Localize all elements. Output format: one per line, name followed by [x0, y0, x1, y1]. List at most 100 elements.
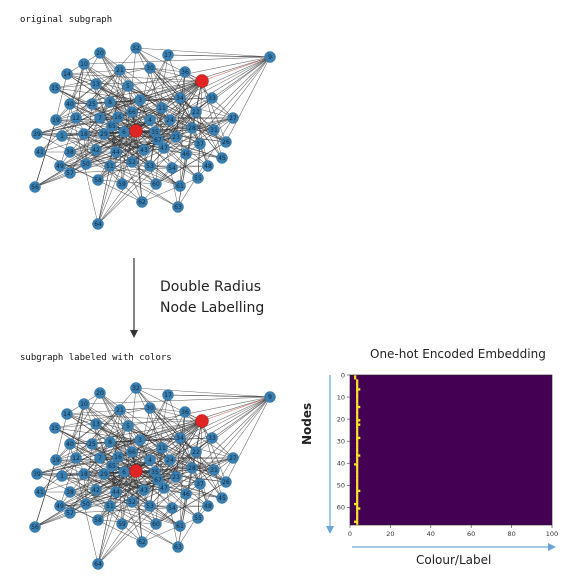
top-graph-edge: [135, 130, 223, 159]
heatmap-cell: [356, 447, 359, 451]
top-graph-node-label: 7: [98, 115, 102, 122]
top-graph-node: [78, 58, 90, 70]
bottom-graph-node: [116, 518, 128, 530]
bottom-graph-node-label: 48: [204, 503, 212, 510]
bottom-graph-edge: [83, 473, 165, 489]
top-graph-node-label: 54: [168, 165, 176, 172]
bottom-graph-node: [202, 500, 214, 512]
bottom-graph-node: [138, 484, 150, 496]
bottom-graph-node-label: 54: [168, 505, 176, 512]
top-graph-node-label: 29: [100, 131, 108, 138]
heatmap-cell: [356, 443, 359, 446]
heatmap-cell: [356, 408, 359, 411]
top-graph-node-label: 63: [174, 204, 182, 211]
top-graph-edge: [75, 117, 181, 187]
bottom-graph-node-label: 8: [108, 439, 112, 446]
bottom-graph-node: [174, 432, 186, 444]
top-graph-node-label: 31: [210, 127, 218, 134]
top-graph-node-label: 1: [60, 133, 64, 140]
heatmap-cell: [356, 383, 359, 387]
top-graph-node: [174, 92, 186, 104]
top-graph-node-label: 58: [94, 177, 102, 184]
bottom-graph-node-label: 6: [122, 469, 126, 476]
heatmap-cell: [356, 379, 359, 382]
top-graph-edge: [85, 130, 137, 165]
heatmap-cell: [354, 375, 357, 378]
top-graph-node-label: 42: [92, 147, 100, 154]
bottom-graph-node: [98, 468, 110, 480]
top-graph-node-label: 5: [126, 83, 130, 90]
bottom-graph-edge: [99, 392, 137, 472]
bottom-graph-node: [110, 486, 122, 498]
top-graph-node: [138, 144, 150, 156]
heatmap-cell: [356, 416, 359, 420]
bottom-graph-edge: [115, 491, 157, 525]
top-graph-edge: [54, 67, 151, 89]
top-graph-node: [114, 64, 126, 76]
top-graph-edge: [103, 80, 203, 135]
heatmap-xlabel: Colour/Label: [416, 553, 492, 567]
bottom-graph-node: [64, 486, 76, 498]
arrow-caption-line1: Double Radius: [160, 279, 262, 295]
top-graph-node-label: 51: [106, 163, 114, 170]
top-graph-node: [152, 134, 164, 146]
top-graph-node: [150, 178, 162, 190]
top-graph-node: [78, 128, 90, 140]
top-graph-node-label: 13: [92, 81, 100, 88]
top-graph-node: [194, 138, 206, 150]
heatmap-cell: [356, 511, 359, 515]
bottom-graph-edge: [36, 420, 203, 475]
bottom-graph-edge: [97, 420, 203, 565]
y-tick-label: 50: [337, 482, 345, 490]
top-graph-edge: [154, 80, 203, 133]
bottom-graph-edge: [39, 409, 121, 493]
heatmap-cell: [356, 507, 359, 510]
bottom-graph-node: [186, 462, 198, 474]
bottom-graph-node: [64, 507, 76, 519]
bottom-graph-edge: [75, 396, 271, 459]
heatmap-cell: [356, 520, 359, 523]
top-graph-node: [122, 80, 134, 92]
top-graph-node-label: 60: [152, 181, 160, 188]
top-graph-edge: [97, 165, 111, 225]
bottom-graph-node: [92, 558, 104, 570]
bottom-graph-node: [162, 389, 174, 401]
top-graph-edge: [115, 56, 271, 153]
heatmap-cell: [356, 522, 359, 526]
top-graph-node: [29, 181, 41, 193]
heatmap-cell: [356, 494, 359, 497]
top-graph-node-label: 15: [51, 85, 59, 92]
top-graph-edge: [135, 47, 203, 82]
bottom-graph-node-label: 57: [66, 510, 74, 517]
bottom-graph-edge: [83, 396, 271, 405]
bottom-graph-node-label: 64: [94, 561, 102, 568]
top-graph-node: [98, 128, 110, 140]
bottom-graph-target-node: [129, 464, 143, 478]
heatmap-cell: [356, 445, 359, 448]
heatmap-cell: [356, 432, 359, 435]
top-graph-node-label: 22: [192, 109, 200, 116]
top-graph-node: [54, 160, 66, 172]
bottom-graph-edge: [85, 470, 137, 505]
bottom-graph-node: [192, 512, 204, 524]
bottom-graph-node-label: 65: [108, 463, 116, 470]
bottom-graph-edge: [109, 505, 157, 525]
heatmap-cell: [356, 478, 359, 481]
top-graph-edge: [83, 56, 271, 65]
x-tick-label: 20: [386, 530, 394, 538]
top-graph-node: [34, 146, 46, 158]
heatmap-cell: [356, 491, 359, 495]
bottom-graph-node: [80, 498, 92, 510]
bottom-graph-edge: [157, 420, 203, 481]
bottom-graph-node: [206, 432, 218, 444]
heatmap-cell: [356, 386, 359, 389]
top-graph-node-label: 48: [204, 163, 212, 170]
top-graph-node: [180, 148, 192, 160]
top-graph-edge: [149, 67, 179, 208]
top-graph-node-label: 17: [164, 52, 172, 59]
heatmap-cell: [356, 438, 359, 442]
x-tick-label: 40: [427, 530, 435, 538]
